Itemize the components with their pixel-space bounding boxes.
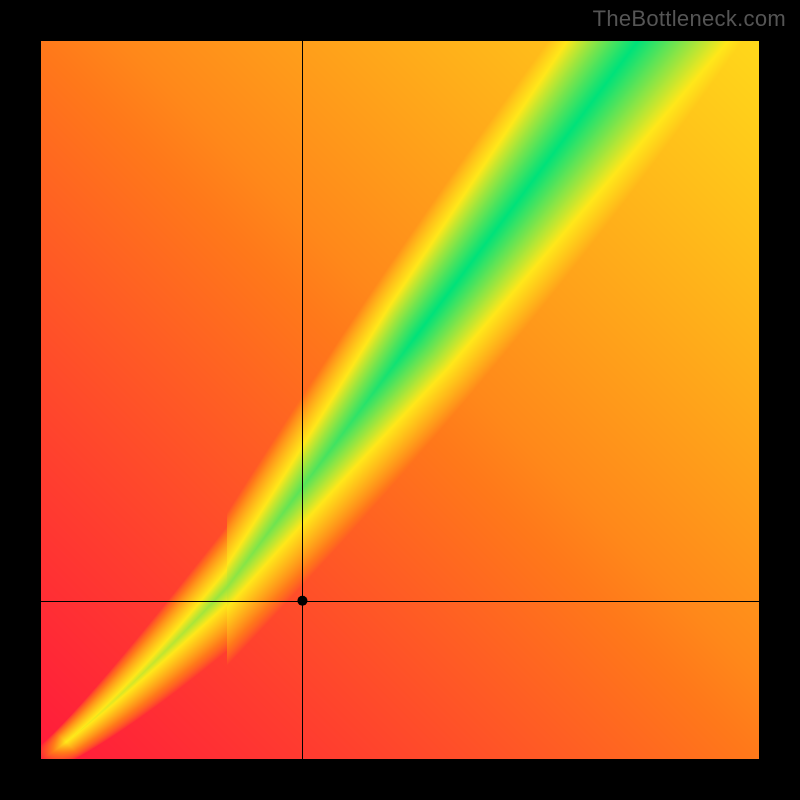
bottleneck-heatmap [0,0,800,800]
attribution-label: TheBottleneck.com [593,6,786,32]
